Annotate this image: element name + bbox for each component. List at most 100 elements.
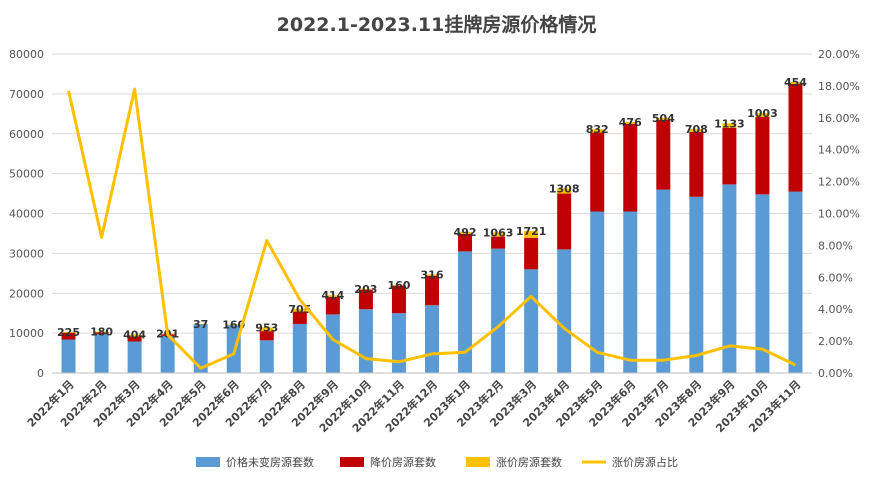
bar-segment-series-1 [325, 314, 340, 373]
bar-segment-series-3 [623, 121, 638, 124]
y-left-tick-label: 0 [37, 367, 44, 380]
bar-segment-series-1 [557, 249, 572, 373]
bar-data-label: 476 [619, 116, 642, 129]
bar-data-label: 1063 [483, 226, 514, 239]
bar-segment-series-1 [193, 323, 208, 373]
bar-segment-series-3 [325, 295, 340, 297]
bar-segment-series-2 [656, 119, 671, 190]
bar-segment-series-1 [689, 196, 704, 373]
legend-label: 价格未变房源套数 [226, 455, 314, 469]
bar-segment-series-1 [524, 269, 539, 373]
bar-segment-series-1 [590, 211, 605, 373]
y-left-tick-label: 40000 [9, 208, 44, 221]
y-right-tick-label: 16.00% [818, 112, 860, 125]
y-right-tick-label: 18.00% [818, 80, 860, 93]
bar-segment-series-3 [557, 188, 572, 194]
y-left-tick-label: 30000 [9, 247, 44, 260]
bar-segment-series-2 [292, 311, 307, 324]
bar-data-label: 492 [454, 226, 477, 239]
legend-label: 涨价房源套数 [496, 455, 562, 469]
y-right-tick-label: 4.00% [818, 303, 853, 316]
bar-data-label: 1721 [516, 225, 547, 238]
y-right-tick-label: 2.00% [818, 335, 853, 348]
bar-segment-series-1 [391, 313, 406, 373]
y-left-tick-label: 50000 [9, 168, 44, 181]
bar-segment-series-3 [722, 123, 737, 128]
bar-data-label: 414 [321, 289, 344, 302]
bar-segment-series-2 [61, 332, 76, 340]
bar-segment-series-1 [491, 248, 506, 373]
bar-data-label: 708 [685, 123, 708, 136]
bar-segment-series-3 [425, 274, 439, 276]
legend-label: 涨价房源占比 [612, 455, 678, 469]
y-left-tick-label: 60000 [9, 128, 44, 141]
y-left-tick-label: 70000 [9, 88, 44, 101]
bar-segment-series-1 [358, 309, 373, 373]
y-left-tick-label: 20000 [9, 287, 44, 300]
bar-segment-series-2 [94, 332, 109, 334]
bar-segment-series-1 [722, 184, 737, 373]
bar-segment-series-3 [226, 324, 241, 326]
y-left-tick-label: 80000 [9, 48, 44, 61]
bar-data-label: 832 [586, 123, 609, 136]
bar-segment-series-1 [94, 333, 109, 373]
y-left-tick-label: 10000 [9, 327, 44, 340]
bar-data-label: 1308 [549, 182, 580, 195]
bar-segment-series-3 [590, 129, 605, 133]
bar-segment-series-3 [755, 113, 770, 118]
chart-title: 2022.1-2023.11挂牌房源价格情况 [276, 14, 597, 36]
bar-segment-series-2 [623, 123, 638, 212]
bar-data-label: 316 [421, 268, 444, 281]
bar-segment-series-2 [259, 331, 274, 341]
legend-label: 降价房源套数 [370, 455, 436, 469]
bar-segment-series-2 [524, 237, 539, 270]
bar-segment-series-1 [458, 251, 473, 373]
bar-data-label: 504 [652, 112, 675, 125]
y-right-tick-label: 6.00% [818, 271, 853, 284]
bar-data-label: 225 [57, 326, 80, 339]
bar-segment-series-3 [458, 231, 473, 234]
bar-data-label: 180 [90, 326, 113, 339]
bar-segment-series-2 [557, 193, 572, 250]
bar-data-label: 404 [123, 329, 146, 342]
bar-segment-series-3 [689, 128, 704, 132]
bar-segment-series-3 [491, 232, 506, 237]
bar-segment-series-2 [722, 127, 737, 185]
legend-swatch [196, 457, 220, 467]
bar-segment-series-3 [259, 327, 274, 332]
bar-segment-series-2 [325, 296, 340, 315]
bar-segment-series-1 [127, 341, 142, 373]
bar-segment-series-3 [358, 288, 373, 290]
bar-data-label: 953 [255, 321, 278, 334]
bar-segment-series-1 [61, 339, 76, 373]
bar-segment-series-1 [160, 335, 175, 373]
bar-segment-series-1 [292, 323, 307, 373]
bar-data-label: 1133 [714, 117, 745, 130]
bar-segment-series-2 [590, 132, 605, 212]
bar-segment-series-1 [755, 194, 770, 373]
bar-segment-series-2 [491, 236, 506, 249]
bar-segment-series-1 [788, 191, 803, 373]
legend-swatch [466, 457, 490, 467]
bar-data-label: 160 [387, 279, 410, 292]
bar-segment-series-3 [94, 331, 109, 333]
bar-segment-series-2 [391, 285, 406, 314]
bar-segment-series-2 [425, 275, 439, 306]
bar-segment-series-1 [425, 305, 439, 373]
bar-segment-series-3 [61, 331, 76, 333]
y-right-tick-label: 10.00% [818, 208, 860, 221]
bar-segment-series-2 [358, 289, 373, 310]
y-right-tick-label: 0.00% [818, 367, 853, 380]
bar-segment-series-2 [127, 336, 142, 342]
bar-segment-series-3 [524, 230, 539, 238]
bar-segment-series-2 [755, 117, 770, 195]
bar-segment-series-3 [127, 334, 142, 337]
bar-segment-series-1 [656, 189, 671, 373]
bar-segment-series-2 [458, 233, 473, 252]
y-right-tick-label: 12.00% [818, 176, 860, 189]
bar-segment-series-3 [656, 117, 671, 120]
bar-segment-series-3 [292, 308, 307, 312]
bar-segment-series-1 [259, 340, 274, 373]
